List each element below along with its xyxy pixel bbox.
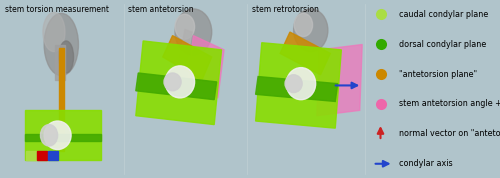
- Text: dorsal condylar plane: dorsal condylar plane: [398, 40, 486, 49]
- Ellipse shape: [43, 12, 65, 52]
- Polygon shape: [136, 73, 216, 100]
- Text: stem retrotorsion: stem retrotorsion: [252, 5, 319, 14]
- Text: condylar axis: condylar axis: [398, 159, 452, 168]
- Bar: [55, 44, 65, 80]
- Bar: [59, 48, 64, 151]
- Bar: [180, 29, 192, 60]
- Ellipse shape: [286, 68, 316, 100]
- Ellipse shape: [44, 121, 71, 150]
- Polygon shape: [280, 32, 330, 75]
- Polygon shape: [163, 36, 212, 80]
- Ellipse shape: [59, 41, 74, 73]
- Ellipse shape: [175, 9, 212, 55]
- Ellipse shape: [165, 66, 194, 98]
- Polygon shape: [256, 77, 338, 101]
- Bar: [24, 110, 101, 160]
- Ellipse shape: [294, 9, 328, 52]
- Text: caudal condylar plane: caudal condylar plane: [398, 10, 488, 19]
- Ellipse shape: [40, 125, 58, 146]
- Ellipse shape: [175, 14, 195, 39]
- Text: stem antetorsion angle + 90°: stem antetorsion angle + 90°: [398, 100, 500, 108]
- Text: "antetorsion plane": "antetorsion plane": [398, 70, 477, 78]
- Polygon shape: [136, 41, 222, 125]
- Text: stem torsion measurement: stem torsion measurement: [5, 5, 109, 14]
- Polygon shape: [187, 36, 224, 98]
- Text: normal vector on "antetorsion plane": normal vector on "antetorsion plane": [398, 129, 500, 138]
- Bar: [37, 151, 46, 160]
- Bar: [48, 151, 58, 160]
- Ellipse shape: [294, 13, 312, 36]
- Text: stem antetorsion: stem antetorsion: [128, 5, 194, 14]
- Ellipse shape: [164, 73, 181, 91]
- Polygon shape: [317, 44, 362, 116]
- Polygon shape: [256, 43, 342, 128]
- Ellipse shape: [285, 75, 302, 93]
- Ellipse shape: [44, 13, 78, 76]
- Bar: [26, 151, 36, 160]
- Bar: [24, 134, 101, 141]
